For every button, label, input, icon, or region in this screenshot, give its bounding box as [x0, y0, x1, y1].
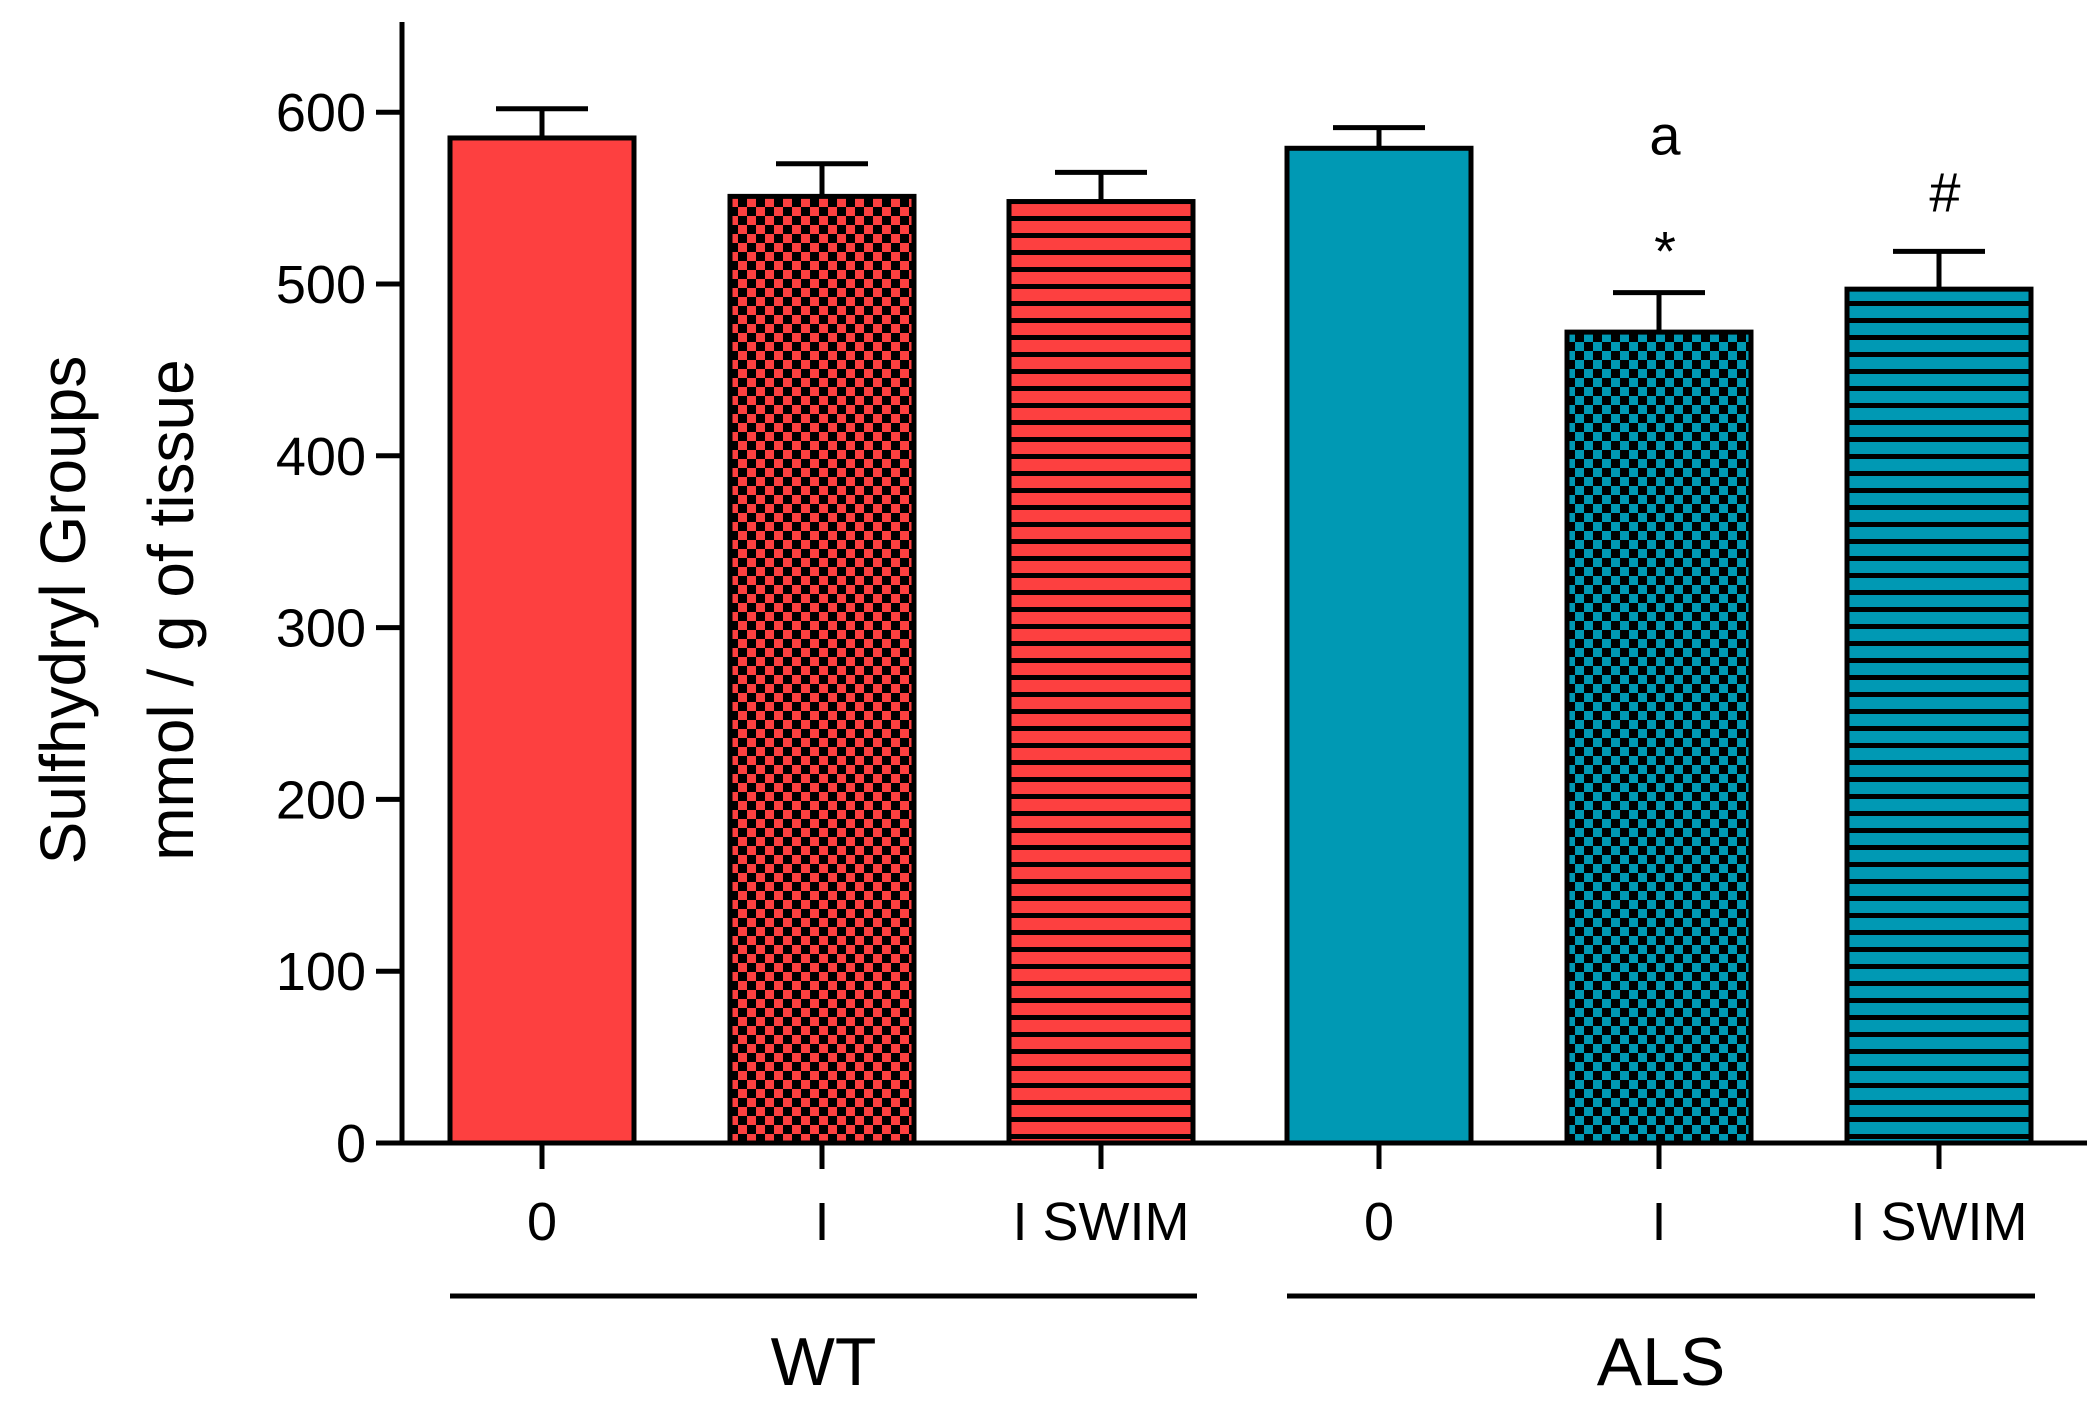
y-tick-label: 600: [276, 83, 366, 143]
bar: [447, 135, 637, 1146]
group-label: WT: [771, 1324, 877, 1400]
significance-label: *: [1654, 220, 1676, 283]
y-axis-title-line-2: mmol / g of tissue: [135, 359, 207, 861]
y-axis-title: Sulfhydryl Groups mmol / g of tissue: [27, 356, 207, 865]
x-axis-ticks: 0 I I SWIM 0 I I SWIM: [527, 1143, 2028, 1252]
y-tick-label: 300: [276, 599, 366, 659]
bar: [727, 193, 917, 1146]
y-axis-title-line-1: Sulfhydryl Groups: [27, 356, 99, 865]
y-tick-label: 0: [336, 1114, 366, 1174]
y-axis-ticks: 0 100 200 300 400 500 600: [276, 83, 402, 1174]
group-brackets: WT ALS: [450, 1293, 2035, 1400]
y-tick-label: 100: [276, 942, 366, 1002]
bars: * a #: [447, 104, 2034, 1146]
y-tick-label: 200: [276, 770, 366, 830]
x-tick-label: I SWIM: [1851, 1192, 2028, 1252]
x-tick-label: I: [1651, 1192, 1666, 1252]
bar: [1284, 145, 1474, 1146]
significance-label: a: [1649, 104, 1681, 167]
x-tick-label: 0: [1364, 1192, 1394, 1252]
x-tick-label: I: [814, 1192, 829, 1252]
bar: [1564, 329, 1754, 1146]
x-tick-label: 0: [527, 1192, 557, 1252]
y-tick-label: 400: [276, 427, 366, 487]
y-tick-label: 500: [276, 255, 366, 315]
significance-label: #: [1929, 160, 1960, 223]
group-label: ALS: [1597, 1324, 1726, 1400]
bar: [1006, 199, 1196, 1146]
bar: [1844, 286, 2034, 1146]
x-tick-label: I SWIM: [1013, 1192, 1190, 1252]
